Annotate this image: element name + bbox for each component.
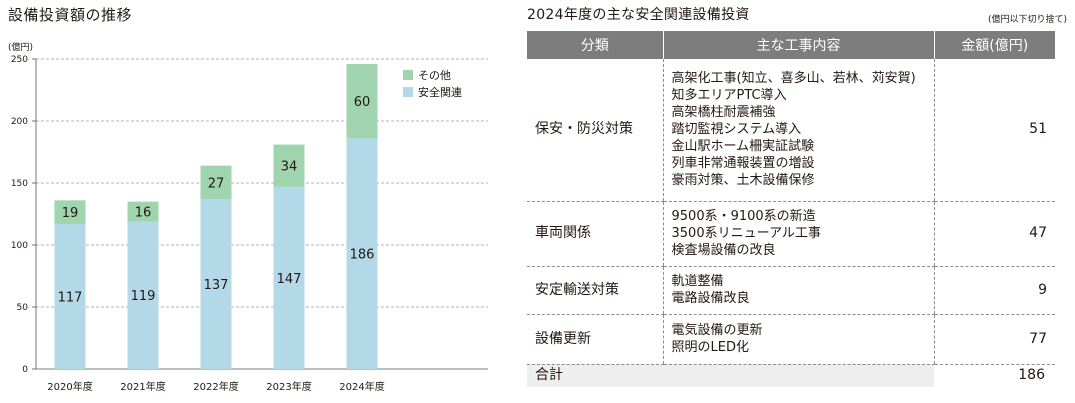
bar-segment — [127, 221, 159, 369]
row-amount: 9 — [933, 266, 1055, 315]
bar-segment — [273, 186, 305, 369]
work-item: 列車非常通報装置の増設 — [671, 156, 815, 172]
row-works: 軌道整備電路設備改良 — [662, 266, 934, 315]
bar-segment — [200, 165, 232, 200]
work-item: 踏切監視システム導入 — [671, 122, 802, 138]
work-item: 金山駅ホーム柵実証試験 — [671, 139, 815, 155]
row-amount: 51 — [933, 59, 1055, 202]
data-label: 119 — [131, 289, 156, 304]
work-item: 高架橋柱耐震補強 — [671, 105, 776, 121]
investment-table: 分類 主な工事内容 金額(億円) 保安・防災対策 高架化工事(知立、喜多山、若林、… — [527, 31, 1055, 387]
y-tick-label: 250 — [11, 55, 28, 65]
row-works: 高架化工事(知立、喜多山、若林、苅安賀) 知多エリアPTC導入 高架橋柱耐震補強 踏切… — [662, 59, 934, 202]
row-works: 電気設備の更新 照明のLED化 — [662, 314, 934, 365]
row-amount: 47 — [933, 201, 1055, 267]
chart-title: 設備投資額の推移 — [8, 6, 133, 24]
row-works: 9500系・9100系の新造 3500系リニューアル工事 検査場設備の改良 — [662, 201, 934, 267]
work-item: 9500系・9100系の新造 — [671, 209, 816, 224]
row-category: 設備更新 — [527, 314, 663, 365]
table-row: 安定輸送対策 軌道整備 電路設備改良 9 — [527, 266, 1055, 315]
table-header-row: 分類 主な工事内容 金額(億円) — [527, 31, 1055, 59]
x-tick-label: 2022年度 — [193, 380, 238, 393]
data-label: 117 — [58, 290, 83, 305]
total-label: 合計 — [527, 364, 934, 387]
x-tick-label: 2020年度 — [47, 380, 92, 393]
legend-swatch — [403, 87, 413, 97]
table-body: 保安・防災対策 高架化工事(知立、喜多山、若林、苅安賀) 知多エリアPTC導入 高架橋… — [527, 59, 1055, 387]
x-tick-label: 2024年度 — [339, 380, 384, 393]
legend-swatch — [403, 70, 413, 80]
table-panel: 2024年度の主な安全関連設備投資 (億円以下切り捨て) 分類 主な工事内容 金… — [527, 0, 1067, 403]
work-item: 電路設備改良 — [671, 291, 750, 306]
data-label: 147 — [277, 272, 302, 287]
y-tick-label: 200 — [11, 117, 28, 127]
chart-panel: (億円) 0 50 100 150 200 250 117 19 2020年度 119 16 2021年… — [0, 0, 500, 403]
bar-segment — [200, 199, 232, 369]
data-label: 60 — [354, 95, 371, 110]
bar-segment — [54, 200, 86, 224]
work-item: 検査場設備の改良 — [671, 243, 776, 258]
work-item: 電気設備の更新 — [671, 323, 763, 338]
table-row: 設備更新 電気設備の更新 照明のLED化 77 — [527, 314, 1055, 365]
work-item: 知多エリアPTC導入 — [671, 88, 787, 104]
bar-segment — [273, 144, 305, 187]
table-title: 2024年度の主な安全関連設備投資 — [527, 7, 750, 23]
data-label: 186 — [350, 248, 375, 263]
y-tick-label: 0 — [22, 365, 28, 375]
legend-label: その他 — [418, 69, 451, 82]
y-unit-label: (億円) — [8, 41, 33, 53]
work-item: 3500系リニューアル工事 — [671, 226, 821, 241]
work-item: 豪雨対策、土木設備保修 — [671, 173, 815, 189]
header-works: 主な工事内容 — [662, 31, 934, 59]
work-item: 軌道整備 — [671, 274, 724, 289]
bar-chart: (億円) 0 50 100 150 200 250 117 19 2020年度 119 16 2021年… — [8, 41, 488, 393]
row-amount: 77 — [933, 314, 1055, 365]
total-amount: 186 — [934, 364, 1055, 387]
header-amount: 金額(億円) — [933, 31, 1055, 59]
bar-segment — [127, 201, 159, 222]
bar-segment — [54, 223, 86, 369]
data-label: 34 — [281, 160, 298, 175]
data-label: 27 — [208, 176, 225, 191]
table-row: 車両関係 9500系・9100系の新造 3500系リニューアル工事 検査場設備の改良 4… — [527, 201, 1055, 267]
total-row: 合計 186 — [527, 364, 1055, 387]
y-tick-label: 100 — [11, 241, 28, 251]
work-item: 照明のLED化 — [671, 340, 749, 355]
data-label: 137 — [204, 278, 229, 293]
data-label: 19 — [62, 206, 79, 221]
x-tick-label: 2023年度 — [266, 380, 311, 393]
y-tick-label: 150 — [11, 179, 28, 189]
y-tick-label: 50 — [17, 303, 29, 313]
x-tick-label: 2021年度 — [120, 380, 165, 393]
bar-segment — [346, 138, 378, 369]
bar-segment — [346, 63, 378, 139]
row-category: 車両関係 — [527, 201, 663, 267]
legend-label: 安全関連 — [418, 85, 462, 99]
row-category: 保安・防災対策 — [527, 59, 663, 202]
header-category: 分類 — [527, 31, 663, 59]
table-row: 保安・防災対策 高架化工事(知立、喜多山、若林、苅安賀) 知多エリアPTC導入 高架橋… — [527, 59, 1055, 202]
table-note: (億円以下切り捨て) — [987, 15, 1067, 25]
work-item: 高架化工事(知立、喜多山、若林、苅安賀) — [671, 71, 916, 87]
row-category: 安定輸送対策 — [527, 266, 663, 315]
data-label: 16 — [135, 206, 152, 221]
